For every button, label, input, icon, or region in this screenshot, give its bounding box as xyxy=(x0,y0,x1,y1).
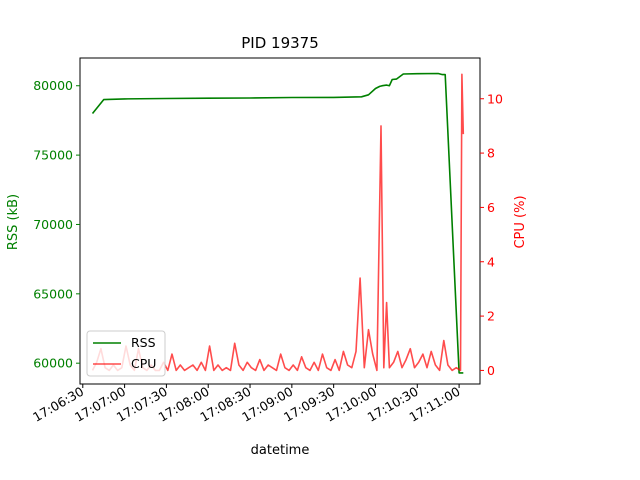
legend: RSS CPU xyxy=(86,330,166,377)
y-tick-label-left: 60000 xyxy=(33,356,73,371)
y-tick-label-left: 80000 xyxy=(33,78,73,93)
y-tick-label-left: 70000 xyxy=(33,217,73,232)
y-tick-label-right: 8 xyxy=(487,146,495,161)
y-tick-label-right: 2 xyxy=(487,309,495,324)
y-axis-label-left: RSS (kB) xyxy=(6,194,21,250)
series-line-rss xyxy=(91,72,464,374)
plot-frame xyxy=(79,57,481,385)
y-axis-label-right: CPU (%) xyxy=(513,195,528,248)
y-tick-label-right: 6 xyxy=(487,200,495,215)
chart-title: PID 19375 xyxy=(241,34,319,52)
y-tick-label-left: 75000 xyxy=(33,148,73,163)
legend-label-cpu: CPU xyxy=(131,356,156,371)
y-tick-label-left: 65000 xyxy=(33,286,73,301)
y-tick-label-right: 0 xyxy=(487,363,495,378)
legend-label-rss: RSS xyxy=(131,335,156,350)
y-tick-label-right: 10 xyxy=(487,91,503,106)
y-tick-label-right: 4 xyxy=(487,254,495,269)
x-axis-label: datetime xyxy=(251,443,310,458)
